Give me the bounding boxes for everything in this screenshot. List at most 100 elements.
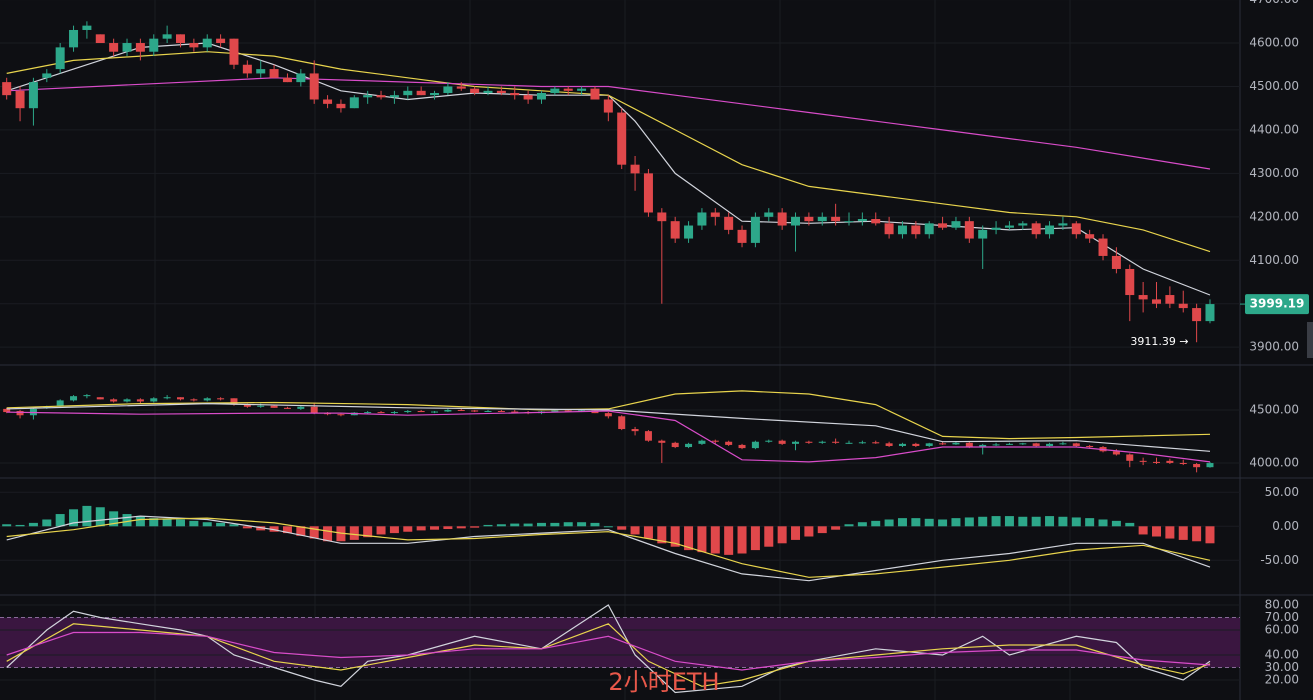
- candle-body: [1005, 443, 1013, 445]
- candle-body: [389, 95, 399, 98]
- candle-body: [230, 398, 238, 405]
- candle-body: [844, 221, 854, 223]
- candle-body: [643, 173, 653, 213]
- last-price-box: [1245, 294, 1309, 315]
- candle-body: [337, 414, 345, 416]
- histogram-bar: [483, 524, 493, 527]
- indicator-line: [6, 402, 1211, 452]
- candle-body: [297, 406, 305, 409]
- candle-body: [898, 443, 906, 446]
- candle-body: [604, 413, 612, 417]
- histogram-bar: [536, 522, 546, 527]
- histogram-bar: [456, 526, 466, 529]
- candle-body: [725, 441, 733, 445]
- candle-body: [979, 444, 987, 448]
- candle-body: [123, 399, 131, 402]
- candle-body: [95, 34, 105, 44]
- histogram-bar: [296, 526, 306, 536]
- histogram-bar: [1111, 520, 1121, 527]
- candle-body: [96, 397, 104, 400]
- histogram-bar: [657, 526, 667, 544]
- candle-body: [364, 412, 372, 414]
- candle-body: [737, 229, 747, 243]
- histogram-bar: [470, 526, 480, 528]
- candle-body: [242, 64, 252, 74]
- candle-body: [3, 408, 11, 413]
- histogram-bar: [1004, 516, 1014, 527]
- side-tab[interactable]: [1307, 322, 1313, 358]
- candle-body: [1112, 451, 1120, 455]
- candle-body: [939, 443, 947, 445]
- candle-body: [777, 212, 787, 226]
- candle-body: [363, 95, 373, 98]
- candle-body: [1126, 454, 1134, 461]
- histogram-bar: [710, 526, 720, 554]
- candle-body: [2, 82, 12, 96]
- candle-body: [270, 405, 278, 408]
- y-tick-label: 70.00: [1265, 610, 1299, 624]
- candle-body: [310, 406, 318, 414]
- candle-body: [631, 429, 639, 432]
- candle-body: [550, 88, 560, 93]
- candle-body: [1058, 223, 1068, 226]
- histogram-bar: [871, 520, 881, 527]
- histogram-bar: [82, 505, 92, 527]
- candle-body: [817, 216, 827, 222]
- histogram-bar: [216, 522, 226, 527]
- candle-body: [792, 441, 800, 444]
- candle-body: [336, 103, 346, 109]
- histogram-bar: [697, 526, 707, 553]
- candle-body: [110, 399, 118, 402]
- candle-body: [1139, 460, 1147, 462]
- candle-body: [203, 398, 211, 401]
- candle-body: [28, 82, 38, 109]
- candle-body: [1179, 462, 1187, 465]
- candle-body: [1059, 443, 1067, 445]
- candle-body: [349, 97, 359, 109]
- candle-body: [190, 399, 198, 401]
- histogram-bar: [28, 522, 38, 527]
- candle-body: [523, 95, 533, 100]
- histogram-bar: [617, 526, 627, 530]
- candle-body: [698, 440, 706, 444]
- candle-body: [1153, 461, 1161, 463]
- histogram-bar: [630, 526, 640, 535]
- indicator-line: [6, 390, 1211, 440]
- candle-body: [163, 397, 171, 399]
- histogram-bar: [857, 522, 867, 527]
- watermark: 2小时ETH: [608, 668, 719, 696]
- y-tick-label: 4000.00: [1249, 455, 1299, 469]
- histogram-bar: [978, 516, 988, 527]
- histogram-bar: [416, 526, 426, 531]
- histogram-bar: [951, 518, 961, 527]
- histogram-bar: [202, 522, 212, 527]
- candle-body: [83, 395, 91, 397]
- candle-body: [1004, 225, 1014, 228]
- y-tick-label: 40.00: [1265, 648, 1299, 662]
- histogram-bar: [804, 526, 814, 537]
- histogram-bar: [897, 518, 907, 527]
- candle-body: [992, 444, 1000, 446]
- candle-body: [710, 212, 720, 217]
- y-tick-label: 4200.00: [1249, 209, 1299, 223]
- candle-body: [778, 440, 786, 444]
- histogram-bar: [684, 526, 694, 551]
- candle-body: [564, 410, 572, 412]
- candle-body: [805, 441, 813, 443]
- candle-body: [470, 88, 480, 93]
- candle-body: [1125, 268, 1135, 296]
- candle-body: [377, 412, 385, 414]
- candle-body: [135, 43, 145, 52]
- candle-body: [551, 410, 559, 412]
- histogram-bar: [349, 526, 359, 540]
- y-tick-label: 4300.00: [1249, 166, 1299, 180]
- histogram-bar: [282, 526, 292, 534]
- candle-body: [443, 86, 453, 93]
- histogram-bar: [510, 523, 520, 527]
- candle-body: [42, 73, 52, 78]
- histogram-bar: [69, 509, 79, 527]
- candle-body: [536, 92, 546, 100]
- histogram-bar: [817, 526, 827, 534]
- indicator-line: [6, 623, 1211, 687]
- candle-body: [858, 442, 866, 444]
